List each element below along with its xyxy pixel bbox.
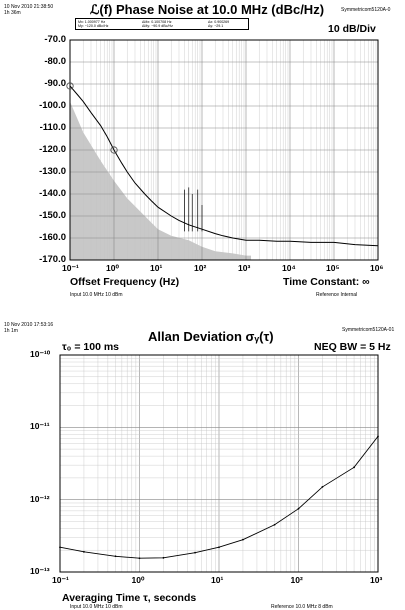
x-tick-label: 10¹ — [150, 263, 163, 273]
plot-frame — [59, 354, 379, 573]
delta-y: Δy: −29.1 — [208, 24, 224, 28]
input-label: Input 10.0 MHz 10 dBm — [70, 292, 123, 298]
x-tick-label: 10⁵ — [326, 263, 340, 273]
data-point — [83, 550, 85, 553]
y-tick-label: 10⁻¹¹ — [30, 421, 50, 432]
x-tick-label: 10² — [290, 575, 303, 585]
delta-marker-y: ΔMy: −90.9 dBc/Hz — [142, 24, 173, 28]
data-point — [321, 486, 324, 488]
y-tick-label: -160.0 — [39, 232, 66, 243]
noise-floor-area — [70, 101, 252, 260]
x-tick-label: 10⁶ — [370, 263, 384, 273]
delta-marker-x: ΔMx: 0.100708 Hz — [142, 20, 172, 24]
y-tick-label: -100.0 — [39, 100, 66, 111]
timestamp: 10 Nov 2010 21:38:50 — [4, 4, 54, 10]
time-constant-label: Time Constant: ∞ — [283, 276, 370, 288]
y-tick-label: 10⁻¹³ — [30, 566, 50, 576]
x-tick-label: 10¹ — [211, 575, 224, 585]
bottom-grid — [59, 355, 378, 573]
input-label: Input 10.0 MHz 10 dBm — [70, 604, 123, 610]
data-point — [218, 546, 220, 549]
x-tick-label: 10⁻¹ — [52, 575, 69, 585]
x-tick-label: 10⁻¹ — [62, 263, 79, 273]
reference-label: Reference 10.0 MHz 8 dBm — [271, 604, 333, 610]
y-tick-label: -80.0 — [44, 56, 66, 67]
plot-frame — [69, 39, 379, 261]
chart-title: Allan Deviation σᵧ(τ) — [148, 329, 274, 344]
instrument-label: Symmetricom5120A-0 — [341, 7, 391, 13]
data-point — [194, 551, 196, 554]
marker-readout: Mx: 1.000977 Hz ΔMx: 0.100708 Hz Δx: 0.9… — [75, 18, 249, 30]
timestamp: 10 Nov 2010 17:53:16 — [4, 322, 54, 328]
x-axis-label: Offset Frequency (Hz) — [70, 276, 180, 288]
data-point — [273, 523, 276, 526]
y-tick-label: -110.0 — [39, 122, 66, 133]
y-tick-label: 10⁻¹² — [30, 493, 50, 504]
data-point — [242, 538, 244, 541]
phase-noise-line — [69, 85, 379, 247]
neq-bw-label: NEQ BW = 5 Hz — [314, 341, 391, 353]
data-point — [353, 466, 355, 469]
y-tick-label: -70.0 — [44, 34, 66, 45]
data-point — [138, 557, 141, 560]
x-tick-label: 10³ — [370, 575, 383, 585]
duration: 1h 36m — [4, 10, 21, 16]
y-tick-label: -150.0 — [39, 210, 66, 221]
x-axis-label: Averaging Time τ, seconds — [62, 592, 197, 604]
y-tick-label: 10⁻¹⁰ — [30, 349, 51, 359]
x-tick-label: 10⁰ — [106, 263, 119, 273]
data-point — [297, 507, 300, 510]
tau0-label: τ₀ = 100 ms — [62, 341, 119, 353]
instrument-label: Symmetricom5120A-01 — [342, 327, 395, 333]
delta-x: Δx: 0.900269 — [208, 20, 230, 24]
data-point — [59, 546, 61, 549]
y-tick-label: -140.0 — [39, 188, 66, 199]
y-tick-label: -120.0 — [39, 144, 66, 155]
x-tick-label: 10⁴ — [282, 263, 296, 273]
y-tick-label: -170.0 — [39, 254, 66, 265]
y-tick-label: -130.0 — [39, 166, 66, 177]
data-point — [162, 556, 165, 559]
x-tick-label: 10³ — [238, 263, 251, 273]
marker-point — [110, 146, 118, 154]
x-tick-label: 10² — [194, 263, 207, 273]
data-point — [377, 435, 379, 438]
data-point — [114, 555, 117, 558]
reference-label: Reference Internal — [316, 292, 358, 298]
marker-y: My: −120.0 dBc/Hz — [78, 24, 109, 28]
marker-x: Mx: 1.000977 Hz — [78, 20, 106, 24]
marker-point — [66, 82, 74, 90]
scale-label: 10 dB/Div — [328, 23, 376, 35]
x-tick-label: 10⁰ — [131, 575, 145, 585]
chart-title: ℒ(f) Phase Noise at 10.0 MHz (dBc/Hz) — [90, 2, 325, 17]
duration: 1h 1m — [4, 328, 18, 334]
y-tick-label: -90.0 — [44, 78, 66, 89]
